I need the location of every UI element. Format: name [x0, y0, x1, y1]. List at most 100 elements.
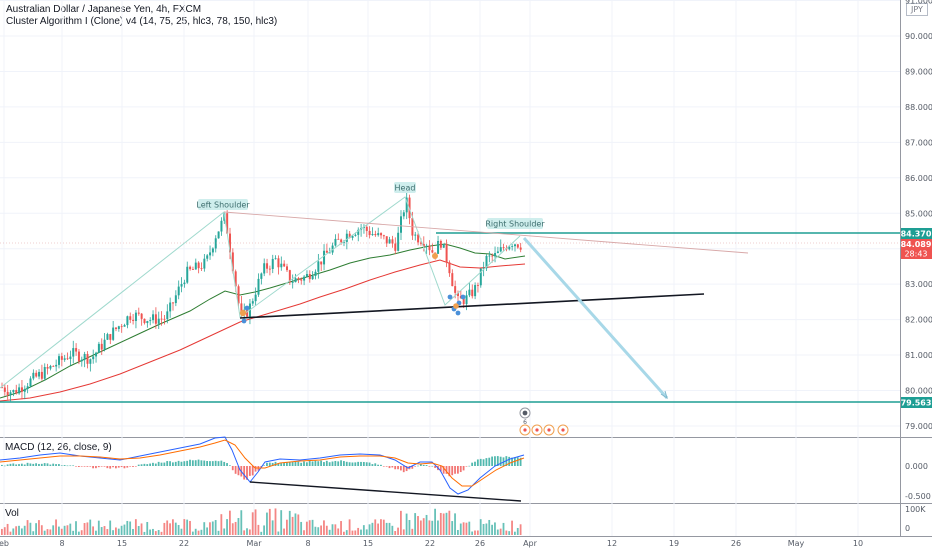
neckline[interactable] [239, 293, 705, 319]
volume-bar [234, 521, 237, 535]
macd-divergence-line[interactable] [249, 481, 522, 502]
candle-body [511, 246, 514, 247]
volume-bar [260, 531, 263, 535]
volume-bar [291, 516, 294, 535]
macd-histogram-bar [146, 464, 149, 466]
volume-bar [18, 525, 20, 535]
macd-histogram-bar [482, 459, 485, 466]
candle-body [385, 236, 388, 244]
volume-bar [422, 518, 425, 535]
volume-bar [271, 520, 274, 535]
candle-body [143, 318, 146, 324]
macd-histogram-bar [425, 465, 428, 466]
macd-histogram-bar [103, 466, 106, 467]
candle-body [251, 301, 254, 304]
macd-histogram-bar [496, 456, 499, 466]
macd-histogram-bar [380, 464, 382, 466]
macd-histogram-bar [186, 460, 189, 466]
macd-histogram-bar [499, 456, 502, 466]
volume-bar [468, 521, 471, 535]
volume-bar [248, 529, 251, 535]
volume-bar [411, 528, 414, 535]
volume-bar [334, 524, 337, 535]
candle-body [157, 318, 160, 324]
macd-histogram-bar [385, 466, 388, 467]
volume-bar [1, 528, 3, 535]
resistance-price-tag: 84.370 [901, 228, 932, 239]
volume-bar [117, 528, 120, 535]
macd-histogram-bar [229, 465, 231, 466]
volume-legend[interactable]: Vol [5, 508, 19, 519]
volume-bar [300, 521, 303, 535]
macd-histogram-bar [123, 466, 126, 469]
macd-tick-label: -0.500 [905, 492, 931, 501]
volume-bar [134, 519, 137, 535]
left-shoulder-label[interactable]: Left Shoulder [196, 199, 250, 210]
volume-bar [140, 523, 143, 535]
volume-bar [425, 514, 428, 535]
macd-histogram-bar [311, 461, 314, 466]
macd-histogram-bar [217, 461, 220, 466]
candle-body [496, 251, 499, 254]
head-label[interactable]: Head [394, 182, 416, 193]
macd-axis: 0.000 -0.500 [905, 462, 931, 501]
macd-histogram-bar [320, 460, 322, 466]
candle-body [442, 243, 445, 248]
macd-histogram-bar [15, 464, 18, 466]
macd-histogram-bar [214, 460, 217, 466]
volume-bar [445, 512, 448, 535]
volume-bar [152, 528, 154, 535]
macd-histogram-bar [166, 461, 169, 466]
candle-body [35, 372, 38, 377]
volume-bar [439, 512, 442, 535]
macd-histogram-bar [271, 462, 274, 466]
indicator-title[interactable]: Cluster Algorithm I (Clone) v4 (14, 75, … [6, 16, 278, 27]
volume-bar [311, 519, 314, 535]
candle-body [109, 334, 112, 340]
volume-bar [288, 510, 291, 535]
volume-bar [499, 528, 502, 535]
symbol-title: Australian Dollar / Japanese Yen, 4h, FX… [6, 4, 202, 15]
candle-body [38, 371, 41, 377]
volume-bar [92, 526, 94, 535]
candle-body [26, 386, 29, 389]
price-tick-label: 88.000 [905, 103, 932, 112]
macd-histogram-bar [243, 466, 246, 480]
candle-body [471, 289, 474, 297]
macd-histogram-bar [417, 465, 419, 467]
volume-bar [303, 530, 305, 535]
right-shoulder-label[interactable]: Right Shoulder [485, 218, 545, 229]
grid [0, 0, 900, 536]
macd-histogram-bar [132, 466, 134, 467]
volume-bar [177, 525, 180, 535]
candle-body [283, 263, 286, 267]
pattern-outline[interactable] [0, 196, 521, 389]
macd-signal-line [0, 439, 525, 487]
candle-body [402, 212, 405, 217]
volume-bar [89, 519, 92, 535]
macd-histogram-bar [177, 460, 180, 466]
volume-bar [457, 529, 459, 535]
time-tick-label: 8 [305, 539, 310, 548]
candle-body [488, 255, 491, 257]
volume-bar [83, 523, 86, 535]
volume-bar [374, 519, 377, 535]
volume-bar [462, 522, 465, 535]
candle-body [308, 274, 311, 280]
candle-body [29, 378, 32, 387]
volume-bar [400, 510, 402, 535]
candle-body [311, 275, 314, 280]
volume-bar [331, 524, 334, 535]
macd-histogram-bar [191, 460, 194, 466]
shoulder-trendline[interactable] [223, 211, 749, 254]
macd-histogram-bar [109, 466, 112, 469]
event-icons[interactable]: 6 [519, 407, 569, 436]
macd-legend[interactable]: MACD (12, 26, close, 9) [5, 442, 112, 453]
projection-arrow[interactable] [522, 237, 669, 399]
macd-histogram-bar [479, 458, 482, 466]
candle-body [129, 316, 132, 320]
volume-bar [371, 522, 374, 535]
volume-bar [206, 527, 208, 535]
macd-histogram-bar [485, 458, 488, 466]
